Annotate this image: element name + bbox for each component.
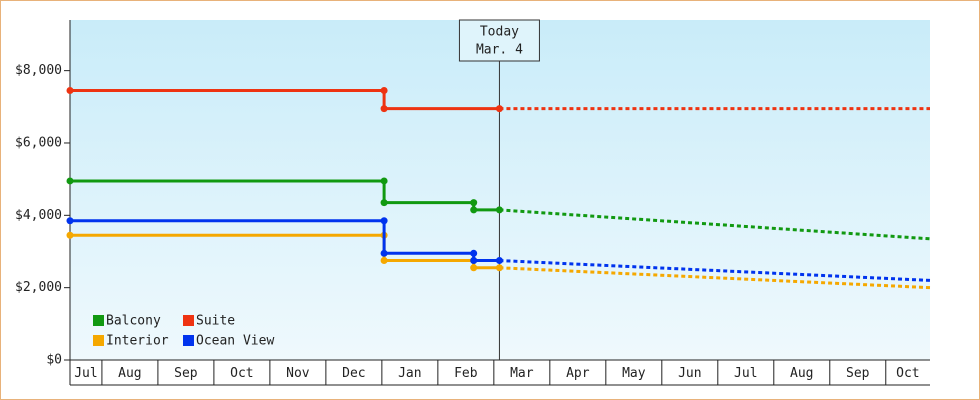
forecast-line	[499, 208, 931, 241]
x-tick-label: Aug	[118, 366, 141, 381]
legend-swatch	[93, 335, 104, 346]
price-point	[66, 217, 74, 225]
x-tick-label: Sep	[846, 366, 870, 381]
price-point	[380, 217, 388, 225]
y-tick-label: $4,000	[15, 208, 62, 223]
price-line	[70, 233, 500, 270]
price-point	[380, 249, 388, 257]
x-tick-label: Jan	[398, 366, 421, 381]
x-tick-label: Jun	[678, 366, 701, 381]
price-point	[470, 249, 478, 257]
x-tick-label: Dec	[342, 366, 365, 381]
price-point	[495, 105, 503, 113]
x-tick-label: Sep	[174, 366, 198, 381]
x-tick-label: Nov	[286, 366, 310, 381]
x-tick-label: Feb	[454, 366, 478, 381]
y-tick-label: $2,000	[15, 280, 62, 295]
x-tick-label: Aug	[790, 366, 813, 381]
price-line	[70, 89, 500, 111]
forecast-line	[499, 259, 931, 282]
price-point	[380, 177, 388, 185]
price-point	[470, 257, 478, 265]
price-point	[66, 177, 74, 185]
price-point	[66, 231, 74, 239]
price-point	[470, 206, 478, 214]
price-point	[470, 199, 478, 207]
legend-swatch	[93, 315, 104, 326]
price-point	[470, 264, 478, 272]
x-tick-label: Jul	[74, 366, 97, 381]
legend-label: Balcony	[106, 314, 161, 329]
legend-swatch	[183, 315, 194, 326]
x-tick-label: Jul	[734, 366, 757, 381]
price-point	[380, 257, 388, 265]
price-line	[70, 219, 500, 263]
legend-label: Ocean View	[196, 334, 274, 349]
price-point	[66, 87, 74, 95]
today-label: Today	[480, 25, 519, 40]
y-tick-label: $0	[46, 353, 62, 368]
today-label: Mar. 4	[476, 43, 523, 58]
y-tick-label: $6,000	[15, 135, 62, 150]
legend-label: Suite	[196, 314, 235, 329]
legend-swatch	[183, 335, 194, 346]
price-point	[495, 264, 503, 272]
price-line	[70, 179, 500, 212]
price-point	[495, 257, 503, 265]
price-point	[380, 199, 388, 207]
price-point	[380, 105, 388, 113]
forecast-line	[499, 266, 931, 290]
x-tick-label: Mar	[510, 366, 534, 381]
legend-label: Interior	[106, 334, 169, 349]
price-point	[495, 206, 503, 214]
plot-area	[70, 20, 930, 360]
x-tick-label: May	[622, 366, 646, 381]
y-tick-label: $8,000	[15, 63, 62, 78]
x-tick-label: Oct	[896, 366, 919, 381]
x-tick-label: Apr	[566, 366, 590, 381]
x-tick-label: Oct	[230, 366, 253, 381]
price-point	[380, 87, 388, 95]
today-box	[458, 19, 540, 62]
